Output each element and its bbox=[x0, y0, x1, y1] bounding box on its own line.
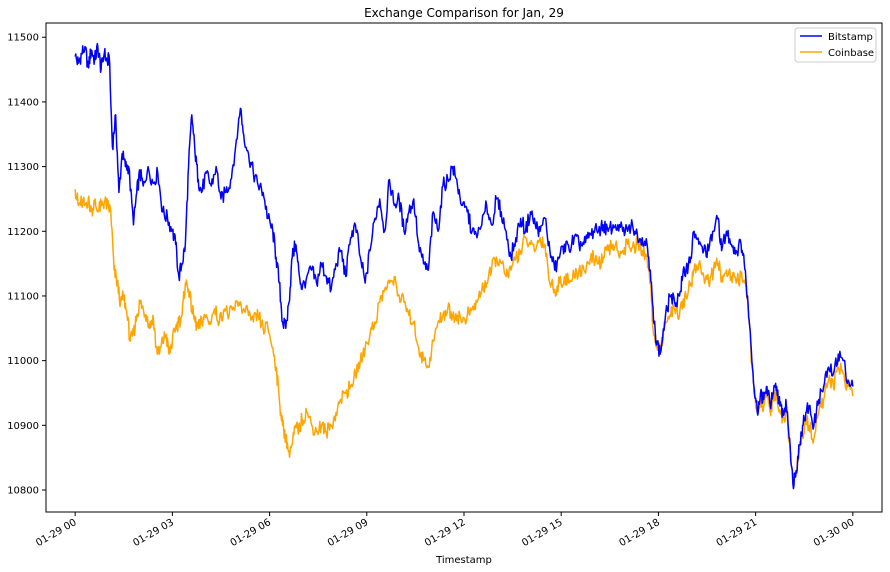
legend: Bitstamp Coinbase bbox=[794, 27, 877, 63]
y-tick-label: 11000 bbox=[7, 356, 39, 367]
y-tick-label: 11300 bbox=[7, 162, 39, 173]
x-axis-label: Timestamp bbox=[435, 555, 492, 566]
plot-area bbox=[45, 22, 883, 513]
x-tick-label: 01-29 03 bbox=[131, 517, 175, 549]
x-tick-label: 01-29 09 bbox=[326, 517, 370, 549]
x-tick-label: 01-29 21 bbox=[715, 517, 759, 549]
x-tick-label: 01-29 12 bbox=[423, 517, 467, 549]
series-line-bitstamp bbox=[74, 42, 854, 490]
chart-title: Exchange Comparison for Jan, 29 bbox=[364, 6, 564, 20]
x-tick-label: 01-30 00 bbox=[812, 517, 856, 549]
x-tick-label: 01-29 15 bbox=[520, 517, 564, 549]
y-axis: 10800 10900 11000 11100 11200 11300 11400 11500 bbox=[7, 33, 46, 497]
x-axis: 01-29 00 01-29 03 01-29 06 01-29 09 01-29 12… bbox=[34, 512, 856, 549]
y-tick-label: 11200 bbox=[7, 227, 39, 238]
y-tick-label: 11500 bbox=[7, 33, 39, 44]
y-tick-label: 10900 bbox=[7, 421, 39, 432]
x-tick-label: 01-29 06 bbox=[229, 517, 273, 549]
x-tick-label: 01-29 00 bbox=[34, 517, 78, 549]
legend-label-coinbase: Coinbase bbox=[828, 48, 874, 59]
series-layer bbox=[74, 42, 854, 490]
y-tick-label: 11400 bbox=[7, 97, 39, 108]
legend-label-bitstamp: Bitstamp bbox=[828, 32, 873, 43]
y-tick-label: 10800 bbox=[7, 486, 39, 497]
x-tick-label: 01-29 18 bbox=[617, 517, 661, 549]
y-tick-label: 11100 bbox=[7, 291, 39, 302]
series-line-coinbase bbox=[74, 189, 854, 489]
